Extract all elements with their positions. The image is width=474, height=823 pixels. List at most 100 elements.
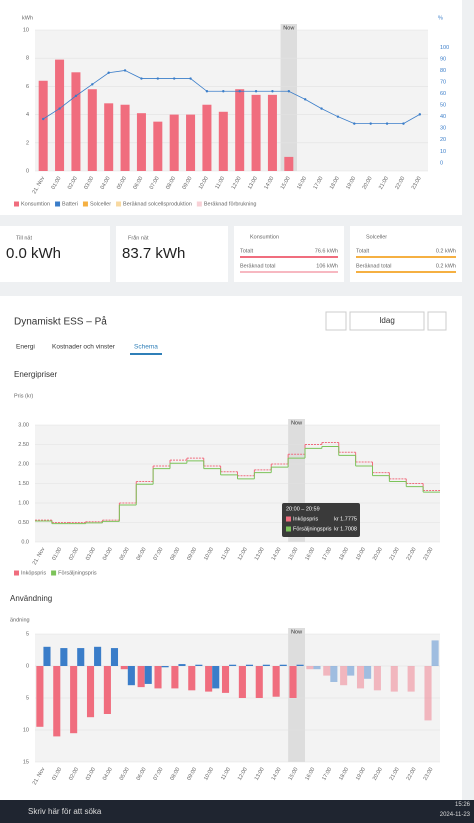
tab[interactable]: Kostnader och vinster xyxy=(52,344,116,351)
bar xyxy=(186,114,196,171)
tick-label: 1.00 xyxy=(18,500,29,506)
x-tick-label: 11:00 xyxy=(220,547,232,562)
card-label: Till nät xyxy=(16,235,32,241)
point xyxy=(140,77,143,80)
date-button[interactable] xyxy=(349,311,425,331)
point xyxy=(222,90,225,93)
point xyxy=(320,107,323,110)
summary-line xyxy=(356,256,456,258)
tick-label: 0.50 xyxy=(18,520,29,526)
point xyxy=(107,71,110,74)
bar xyxy=(306,666,314,670)
legend-swatch xyxy=(55,201,61,207)
x-tick-label: 11:00 xyxy=(214,176,226,191)
summary-value: 0.2 kWh xyxy=(436,263,456,269)
bar xyxy=(161,666,169,668)
bar xyxy=(235,89,245,171)
legend-label: Inköpspris xyxy=(21,570,46,576)
bar xyxy=(188,666,196,691)
card-label: Från nät xyxy=(128,234,149,241)
taskbar: Skriv här för att söka 15:26 2024-11-23 xyxy=(0,800,474,823)
ess-title: Dynamiskt ESS – På xyxy=(14,316,107,328)
plot-area xyxy=(35,30,428,171)
tick-label: 8 xyxy=(26,56,29,62)
axis-label: % xyxy=(438,15,443,21)
bar xyxy=(330,666,338,682)
bar xyxy=(255,666,263,698)
prev-button[interactable] xyxy=(325,311,347,331)
bar xyxy=(171,666,179,689)
bar xyxy=(323,666,331,676)
bar xyxy=(55,59,65,171)
bar xyxy=(110,648,119,666)
bar xyxy=(424,666,432,721)
point xyxy=(418,113,422,116)
bar xyxy=(144,666,152,684)
bar xyxy=(221,666,230,693)
next-button[interactable] xyxy=(427,311,447,331)
bar xyxy=(212,666,220,689)
bar xyxy=(390,666,398,692)
point xyxy=(254,90,258,93)
bar xyxy=(245,664,254,666)
point xyxy=(205,90,209,93)
axis-label: ändning xyxy=(10,617,30,623)
summary-value: 106 kWh xyxy=(316,263,338,269)
tick-label: 40 xyxy=(440,114,446,120)
bar xyxy=(373,666,381,691)
bar xyxy=(267,94,277,171)
point xyxy=(353,122,356,125)
tick-label: 2.00 xyxy=(18,461,29,467)
tick-label: 0 xyxy=(440,160,443,166)
tooltip xyxy=(282,503,360,537)
bar xyxy=(120,104,130,171)
summary-line xyxy=(356,271,456,273)
bar xyxy=(407,666,415,692)
now-label: Now xyxy=(283,25,294,31)
tick-label: 0 xyxy=(26,168,29,174)
legend-swatch xyxy=(14,570,19,576)
search-box[interactable]: Skriv här för att söka xyxy=(28,807,102,816)
bar xyxy=(238,666,246,698)
point xyxy=(172,77,176,80)
point xyxy=(402,122,405,125)
point xyxy=(41,117,45,121)
legend-swatch xyxy=(116,201,122,207)
summary-title: Solceller xyxy=(366,234,387,240)
bar xyxy=(272,666,280,697)
tooltip-title: 20:00 – 20:59 xyxy=(286,506,320,512)
point xyxy=(303,98,307,101)
tooltip-swatch xyxy=(286,526,291,532)
now-label: Now xyxy=(291,420,302,426)
tab[interactable]: Energi xyxy=(16,344,35,351)
point xyxy=(156,77,160,80)
tick-label: 10 xyxy=(440,149,446,155)
summary-key: Beräknad total xyxy=(356,263,391,269)
summary-key: Beräknad total xyxy=(240,263,275,269)
bar xyxy=(127,666,135,686)
bar xyxy=(218,111,228,171)
tick-label: 4 xyxy=(26,112,29,118)
clock: 15:26 xyxy=(454,802,470,808)
now-band xyxy=(280,24,297,171)
tick-label: 90 xyxy=(440,56,446,62)
tooltip-value: kr 1.7775 xyxy=(334,516,357,522)
tick-label: 0 xyxy=(26,663,29,669)
tick-label: 80 xyxy=(440,68,446,74)
bar xyxy=(71,72,81,171)
legend-swatch xyxy=(51,570,57,576)
legend-label: Konsumtion xyxy=(21,201,50,207)
tick-label: 5 xyxy=(26,631,29,637)
bar xyxy=(36,666,44,727)
legend-swatch xyxy=(196,201,202,207)
tick-label: 5 xyxy=(26,695,29,701)
legend-label: Solceller xyxy=(90,201,111,207)
bar xyxy=(53,666,61,737)
tick-label: 10 xyxy=(23,727,29,733)
bar xyxy=(86,666,95,718)
point xyxy=(385,122,389,125)
tab[interactable]: Schema xyxy=(134,344,158,351)
tick-label: 1.50 xyxy=(18,481,29,487)
bar xyxy=(296,664,304,666)
bar xyxy=(77,648,85,666)
